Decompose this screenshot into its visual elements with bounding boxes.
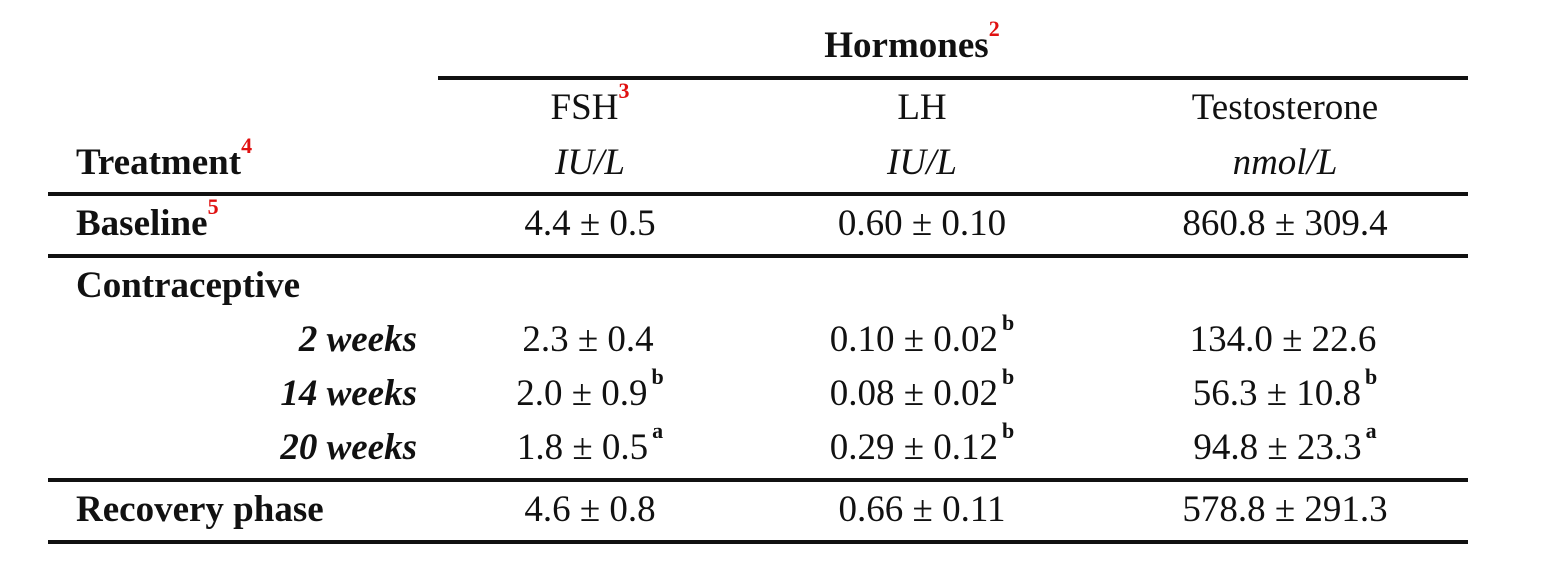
- row-label-contraceptive: Contraceptive: [76, 265, 300, 306]
- cell-baseline-fsh: 4.4 ± 0.5: [524, 203, 656, 244]
- cell-value: 0.10 ± 0.02: [829, 319, 999, 360]
- row-label-footnote: 5: [207, 194, 219, 219]
- significance-marker: b: [1365, 364, 1378, 389]
- cell-value: 2.3 ± 0.4: [522, 319, 654, 360]
- cell-value: 94.8 ± 23.3: [1193, 427, 1362, 468]
- cell-value: 2.0 ± 0.9: [516, 373, 648, 414]
- column-footnote: 3: [618, 78, 630, 103]
- column-header-testosterone: Testosterone: [1191, 87, 1379, 128]
- significance-marker: b: [651, 364, 664, 389]
- significance-marker: a: [1365, 418, 1377, 443]
- cell-value: 56.3 ± 10.8: [1192, 373, 1362, 414]
- cell-20-weeks-fsh: 1.8 ± 0.5 a: [516, 420, 663, 470]
- row-label-14-weeks: 14 weeks: [280, 373, 417, 414]
- column-header-fsh: FSH3: [550, 80, 630, 130]
- column-name: FSH: [550, 87, 619, 128]
- column-header-lh: LH: [897, 87, 947, 128]
- significance-marker: a: [652, 418, 664, 443]
- treatment-header: Treatment4: [76, 135, 252, 185]
- baseline-bottom-rule: [48, 254, 1468, 258]
- cell-recovery-lh: 0.66 ± 0.11: [838, 489, 1006, 530]
- header-bottom-rule: [48, 192, 1468, 196]
- significance-marker: b: [1002, 418, 1015, 443]
- column-unit-testosterone: nmol/L: [1232, 142, 1338, 183]
- cell-2-weeks-fsh: 2.3 ± 0.4: [522, 318, 657, 362]
- row-label-recovery: Recovery phase: [76, 489, 324, 530]
- significance-marker: b: [1002, 310, 1015, 335]
- table-bottom-rule: [48, 540, 1468, 544]
- row-label-baseline: Baseline5: [76, 196, 219, 246]
- cell-20-weeks-testosterone: 94.8 ± 23.3 a: [1193, 420, 1376, 470]
- cell-14-weeks-fsh: 2.0 ± 0.9 b: [516, 366, 664, 416]
- group-header-hormones: Hormones2: [824, 18, 999, 68]
- cell-baseline-lh: 0.60 ± 0.10: [837, 203, 1007, 244]
- cell-value: 0.29 ± 0.12: [829, 427, 999, 468]
- cell-2-weeks-testosterone: 134.0 ± 22.6: [1190, 318, 1381, 362]
- contraceptive-bottom-rule: [48, 478, 1468, 482]
- group-header-rule: [438, 76, 1468, 80]
- cell-recovery-testosterone: 578.8 ± 291.3: [1182, 489, 1388, 530]
- cell-14-weeks-lh: 0.08 ± 0.02 b: [829, 366, 1015, 416]
- significance-marker: b: [1002, 364, 1015, 389]
- cell-baseline-testosterone: 860.8 ± 309.4: [1182, 203, 1388, 244]
- group-header-label: Hormones: [824, 25, 989, 66]
- cell-2-weeks-lh: 0.10 ± 0.02 b: [829, 312, 1015, 362]
- group-header-footnote: 2: [988, 16, 1000, 41]
- cell-value: 0.08 ± 0.02: [829, 373, 999, 414]
- treatment-header-footnote: 4: [241, 133, 253, 158]
- row-label-text: Baseline: [76, 203, 208, 244]
- row-label-2-weeks: 2 weeks: [298, 319, 417, 360]
- column-unit-fsh: IU/L: [555, 142, 625, 183]
- cell-value: 1.8 ± 0.5: [516, 427, 649, 468]
- column-unit-lh: IU/L: [887, 142, 957, 183]
- cell-value: 134.0 ± 22.6: [1189, 319, 1377, 360]
- cell-14-weeks-testosterone: 56.3 ± 10.8 b: [1192, 366, 1378, 416]
- cell-20-weeks-lh: 0.29 ± 0.12 b: [829, 420, 1015, 470]
- row-label-20-weeks: 20 weeks: [280, 427, 417, 468]
- treatment-header-label: Treatment: [76, 142, 242, 183]
- cell-recovery-fsh: 4.6 ± 0.8: [524, 489, 656, 530]
